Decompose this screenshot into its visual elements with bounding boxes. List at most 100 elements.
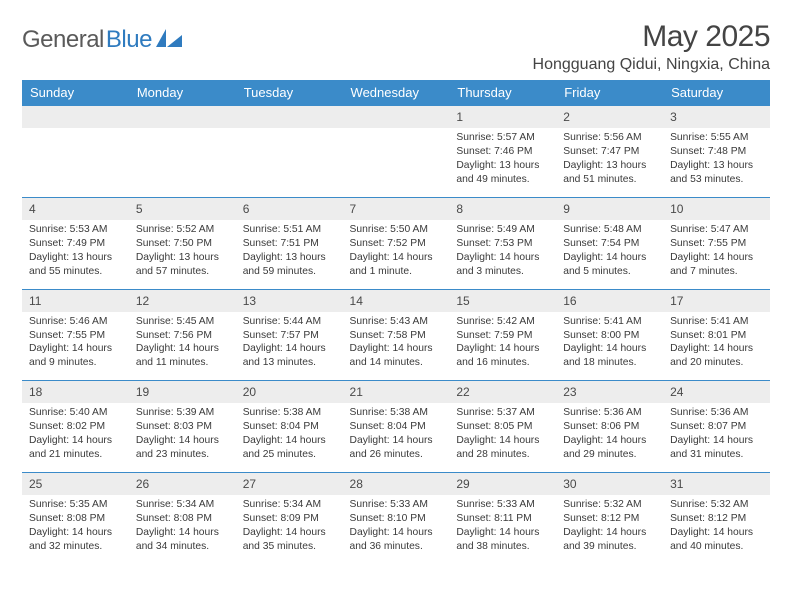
sunset-line: Sunset: 7:55 PM xyxy=(670,237,763,251)
sunrise-line: Sunrise: 5:46 AM xyxy=(29,315,122,329)
daylight-line: Daylight: 13 hours and 49 minutes. xyxy=(456,159,549,187)
sunset-line: Sunset: 8:02 PM xyxy=(29,420,122,434)
sunset-line: Sunset: 7:49 PM xyxy=(29,237,122,251)
daylight-line: Daylight: 14 hours and 40 minutes. xyxy=(670,526,763,554)
daylight-line: Daylight: 14 hours and 9 minutes. xyxy=(29,342,122,370)
sunrise-line: Sunrise: 5:44 AM xyxy=(243,315,336,329)
sunrise-line: Sunrise: 5:45 AM xyxy=(136,315,229,329)
day-number-cell: 8 xyxy=(449,197,556,220)
sunrise-line: Sunrise: 5:42 AM xyxy=(456,315,549,329)
sunrise-line: Sunrise: 5:33 AM xyxy=(350,498,443,512)
sunset-line: Sunset: 7:57 PM xyxy=(243,329,336,343)
day-detail-cell: Sunrise: 5:32 AMSunset: 8:12 PMDaylight:… xyxy=(556,495,663,563)
header: GeneralBlue May 2025 Hongguang Qidui, Ni… xyxy=(22,20,770,74)
brand-logo: GeneralBlue xyxy=(22,26,182,54)
day-number-cell: 2 xyxy=(556,106,663,129)
sunset-line: Sunset: 8:01 PM xyxy=(670,329,763,343)
sunrise-line: Sunrise: 5:34 AM xyxy=(136,498,229,512)
day-number-cell: 19 xyxy=(129,381,236,404)
day-number-cell: 11 xyxy=(22,289,129,312)
sunrise-line: Sunrise: 5:38 AM xyxy=(243,406,336,420)
daylight-line: Daylight: 14 hours and 34 minutes. xyxy=(136,526,229,554)
day-detail-cell: Sunrise: 5:45 AMSunset: 7:56 PMDaylight:… xyxy=(129,312,236,381)
day-number-cell: 27 xyxy=(236,473,343,496)
sunset-line: Sunset: 7:52 PM xyxy=(350,237,443,251)
day-number-cell xyxy=(22,106,129,129)
week-number-row: 25262728293031 xyxy=(22,473,770,496)
sunset-line: Sunset: 8:11 PM xyxy=(456,512,549,526)
sunrise-line: Sunrise: 5:32 AM xyxy=(563,498,656,512)
day-number-cell: 28 xyxy=(343,473,450,496)
daylight-line: Daylight: 14 hours and 28 minutes. xyxy=(456,434,549,462)
week-number-row: 11121314151617 xyxy=(22,289,770,312)
week-detail-row: Sunrise: 5:46 AMSunset: 7:55 PMDaylight:… xyxy=(22,312,770,381)
week-number-row: 45678910 xyxy=(22,197,770,220)
daylight-line: Daylight: 14 hours and 5 minutes. xyxy=(563,251,656,279)
week-number-row: 123 xyxy=(22,106,770,129)
day-number-cell: 20 xyxy=(236,381,343,404)
day-detail-cell: Sunrise: 5:43 AMSunset: 7:58 PMDaylight:… xyxy=(343,312,450,381)
day-number-cell: 10 xyxy=(663,197,770,220)
day-detail-cell: Sunrise: 5:56 AMSunset: 7:47 PMDaylight:… xyxy=(556,128,663,197)
day-number-cell: 21 xyxy=(343,381,450,404)
daylight-line: Daylight: 14 hours and 23 minutes. xyxy=(136,434,229,462)
day-detail-cell: Sunrise: 5:39 AMSunset: 8:03 PMDaylight:… xyxy=(129,403,236,472)
daylight-line: Daylight: 13 hours and 51 minutes. xyxy=(563,159,656,187)
day-detail-cell: Sunrise: 5:48 AMSunset: 7:54 PMDaylight:… xyxy=(556,220,663,289)
day-detail-cell: Sunrise: 5:36 AMSunset: 8:06 PMDaylight:… xyxy=(556,403,663,472)
day-detail-cell: Sunrise: 5:37 AMSunset: 8:05 PMDaylight:… xyxy=(449,403,556,472)
sunset-line: Sunset: 7:56 PM xyxy=(136,329,229,343)
day-number-cell: 5 xyxy=(129,197,236,220)
sunset-line: Sunset: 8:12 PM xyxy=(563,512,656,526)
daylight-line: Daylight: 14 hours and 14 minutes. xyxy=(350,342,443,370)
day-number-cell: 9 xyxy=(556,197,663,220)
daylight-line: Daylight: 13 hours and 59 minutes. xyxy=(243,251,336,279)
daylight-line: Daylight: 14 hours and 25 minutes. xyxy=(243,434,336,462)
daylight-line: Daylight: 14 hours and 21 minutes. xyxy=(29,434,122,462)
day-detail-cell: Sunrise: 5:33 AMSunset: 8:10 PMDaylight:… xyxy=(343,495,450,563)
sunset-line: Sunset: 8:12 PM xyxy=(670,512,763,526)
sunset-line: Sunset: 8:03 PM xyxy=(136,420,229,434)
daylight-line: Daylight: 14 hours and 13 minutes. xyxy=(243,342,336,370)
day-detail-cell: Sunrise: 5:47 AMSunset: 7:55 PMDaylight:… xyxy=(663,220,770,289)
day-number-cell: 13 xyxy=(236,289,343,312)
daylight-line: Daylight: 14 hours and 7 minutes. xyxy=(670,251,763,279)
day-detail-cell xyxy=(22,128,129,197)
day-detail-cell: Sunrise: 5:38 AMSunset: 8:04 PMDaylight:… xyxy=(236,403,343,472)
sunset-line: Sunset: 7:51 PM xyxy=(243,237,336,251)
daylight-line: Daylight: 14 hours and 31 minutes. xyxy=(670,434,763,462)
sunrise-line: Sunrise: 5:39 AM xyxy=(136,406,229,420)
day-header: Monday xyxy=(129,80,236,106)
day-detail-cell: Sunrise: 5:46 AMSunset: 7:55 PMDaylight:… xyxy=(22,312,129,381)
sunset-line: Sunset: 8:00 PM xyxy=(563,329,656,343)
daylight-line: Daylight: 14 hours and 32 minutes. xyxy=(29,526,122,554)
day-detail-cell: Sunrise: 5:52 AMSunset: 7:50 PMDaylight:… xyxy=(129,220,236,289)
daylight-line: Daylight: 14 hours and 20 minutes. xyxy=(670,342,763,370)
day-number-cell: 14 xyxy=(343,289,450,312)
day-number-cell: 15 xyxy=(449,289,556,312)
day-detail-cell: Sunrise: 5:34 AMSunset: 8:08 PMDaylight:… xyxy=(129,495,236,563)
sunset-line: Sunset: 8:10 PM xyxy=(350,512,443,526)
sunrise-line: Sunrise: 5:50 AM xyxy=(350,223,443,237)
sunset-line: Sunset: 7:50 PM xyxy=(136,237,229,251)
day-number-cell: 6 xyxy=(236,197,343,220)
day-detail-cell: Sunrise: 5:38 AMSunset: 8:04 PMDaylight:… xyxy=(343,403,450,472)
day-number-cell xyxy=(343,106,450,129)
sunset-line: Sunset: 7:47 PM xyxy=(563,145,656,159)
day-detail-cell xyxy=(129,128,236,197)
sunrise-line: Sunrise: 5:37 AM xyxy=(456,406,549,420)
daylight-line: Daylight: 14 hours and 16 minutes. xyxy=(456,342,549,370)
day-number-cell: 7 xyxy=(343,197,450,220)
sunrise-line: Sunrise: 5:41 AM xyxy=(563,315,656,329)
day-detail-cell: Sunrise: 5:42 AMSunset: 7:59 PMDaylight:… xyxy=(449,312,556,381)
day-detail-cell: Sunrise: 5:55 AMSunset: 7:48 PMDaylight:… xyxy=(663,128,770,197)
week-detail-row: Sunrise: 5:57 AMSunset: 7:46 PMDaylight:… xyxy=(22,128,770,197)
sunrise-line: Sunrise: 5:40 AM xyxy=(29,406,122,420)
daylight-line: Daylight: 13 hours and 53 minutes. xyxy=(670,159,763,187)
sunset-line: Sunset: 8:05 PM xyxy=(456,420,549,434)
day-number-cell xyxy=(236,106,343,129)
day-number-cell: 31 xyxy=(663,473,770,496)
day-number-cell: 30 xyxy=(556,473,663,496)
day-number-cell: 18 xyxy=(22,381,129,404)
day-detail-cell: Sunrise: 5:35 AMSunset: 8:08 PMDaylight:… xyxy=(22,495,129,563)
